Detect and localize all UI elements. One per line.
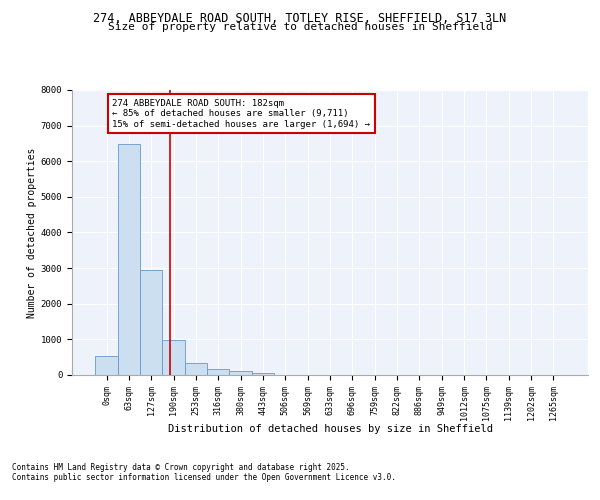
Bar	[95, 356, 118, 375]
Bar	[185, 363, 207, 375]
Text: 274, ABBEYDALE ROAD SOUTH, TOTLEY RISE, SHEFFIELD, S17 3LN: 274, ABBEYDALE ROAD SOUTH, TOTLEY RISE, …	[94, 12, 506, 26]
Y-axis label: Number of detached properties: Number of detached properties	[26, 148, 37, 318]
Text: 274 ABBEYDALE ROAD SOUTH: 182sqm
← 85% of detached houses are smaller (9,711)
15: 274 ABBEYDALE ROAD SOUTH: 182sqm ← 85% o…	[112, 99, 370, 128]
Bar	[118, 144, 140, 375]
Bar	[207, 370, 229, 375]
Text: Contains public sector information licensed under the Open Government Licence v3: Contains public sector information licen…	[12, 474, 396, 482]
X-axis label: Distribution of detached houses by size in Sheffield: Distribution of detached houses by size …	[167, 424, 493, 434]
Text: Contains HM Land Registry data © Crown copyright and database right 2025.: Contains HM Land Registry data © Crown c…	[12, 464, 350, 472]
Bar	[163, 340, 185, 375]
Bar	[140, 270, 163, 375]
Bar	[229, 371, 252, 375]
Text: Size of property relative to detached houses in Sheffield: Size of property relative to detached ho…	[107, 22, 493, 32]
Bar	[252, 373, 274, 375]
